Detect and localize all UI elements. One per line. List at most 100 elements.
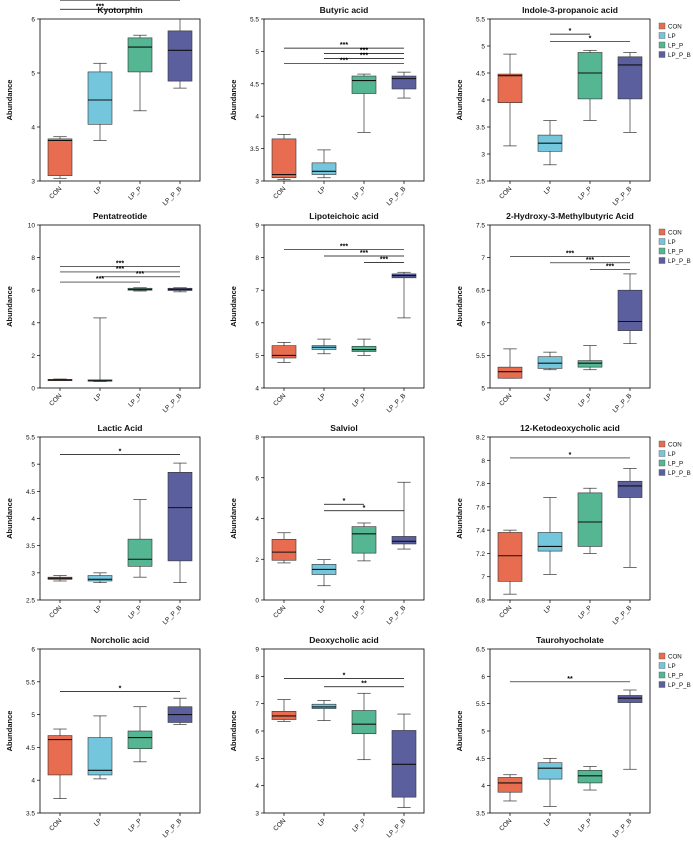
x-tick-label: CON bbox=[498, 185, 513, 200]
x-tick-label: CON bbox=[272, 604, 287, 619]
legend-label: LP_P_B bbox=[668, 470, 691, 477]
y-tick-label: 0 bbox=[255, 598, 259, 605]
box-lp bbox=[537, 757, 563, 807]
legend-label: LP bbox=[668, 33, 676, 40]
y-axis-label: Abundance bbox=[5, 286, 14, 327]
box-con bbox=[271, 532, 297, 564]
y-tick-label: 4 bbox=[255, 516, 259, 523]
x-tick-label: LP_P bbox=[351, 604, 367, 620]
significance-label: *** bbox=[360, 47, 368, 54]
x-tick-label: LP_P_B bbox=[612, 604, 634, 626]
x-tick-label: LP_P bbox=[127, 392, 143, 408]
x-tick-label: LP_P_B bbox=[162, 392, 184, 414]
chart-title: Lactic Acid bbox=[97, 423, 142, 433]
iqr-box bbox=[47, 735, 73, 776]
y-tick-label: 7.2 bbox=[476, 551, 485, 558]
y-axis-label: Abundance bbox=[229, 286, 238, 327]
box-lp bbox=[87, 715, 113, 780]
iqr-box bbox=[497, 532, 523, 582]
x-tick-label: CON bbox=[272, 392, 287, 407]
iqr-box bbox=[577, 52, 603, 100]
legend-swatch bbox=[658, 459, 666, 467]
y-tick-label: 2 bbox=[31, 353, 35, 360]
y-axis-label: Abundance bbox=[229, 711, 238, 752]
y-tick-label: 4 bbox=[255, 783, 259, 790]
box-lp bbox=[87, 317, 113, 382]
significance-label: * bbox=[119, 686, 122, 693]
legend-swatch bbox=[658, 469, 666, 476]
box-con bbox=[497, 774, 523, 802]
box-lp bbox=[311, 338, 337, 355]
box-con bbox=[271, 342, 297, 363]
y-tick-label: 4.5 bbox=[476, 71, 485, 78]
box-lp-p-b bbox=[167, 697, 193, 725]
significance-label: *** bbox=[606, 263, 614, 270]
iqr-box bbox=[351, 345, 377, 352]
legend: CON LP LP_P LP_P_B bbox=[658, 440, 691, 477]
iqr-box bbox=[577, 492, 603, 547]
box-lp bbox=[311, 700, 337, 721]
y-tick-label: 2 bbox=[255, 557, 259, 564]
x-tick-label: LP_P bbox=[351, 185, 367, 201]
y-tick-label: 5 bbox=[481, 44, 485, 51]
chart-panel-8: Salviol Abundance 0 2 4 6 8 CON LP LP_P LP_P_B * * bbox=[229, 423, 425, 626]
x-tick-label: LP_P bbox=[127, 604, 143, 620]
significance-label: *** bbox=[96, 276, 104, 283]
y-tick-label: 5 bbox=[481, 729, 485, 736]
box-lp-p-b bbox=[617, 468, 643, 568]
y-axis-label: Abundance bbox=[455, 286, 464, 327]
significance-label: *** bbox=[340, 243, 348, 250]
legend: CON LP LP_P LP_P_B bbox=[658, 652, 691, 689]
y-tick-label: 3 bbox=[255, 811, 259, 818]
chart-panel-9: 12-Ketodeoxycholic acid Abundance 6.8 7 7.2 7… bbox=[455, 423, 691, 626]
y-tick-label: 9 bbox=[255, 647, 259, 654]
chart-title: Salviol bbox=[330, 423, 357, 433]
y-tick-label: 7 bbox=[481, 574, 485, 581]
box-lp-p bbox=[577, 766, 603, 791]
y-tick-label: 6 bbox=[31, 288, 35, 295]
x-tick-label: LP bbox=[543, 392, 554, 403]
iqr-box bbox=[351, 75, 377, 94]
significance-label: * bbox=[363, 505, 366, 512]
y-tick-label: 4 bbox=[31, 320, 35, 327]
legend-swatch bbox=[658, 681, 666, 688]
y-tick-label: 5 bbox=[255, 756, 259, 763]
chart-panel-1: Kyotorphin Abundance 3 4 5 6 CON LP LP_P LP_P_B **… bbox=[5, 0, 201, 207]
y-tick-label: 6 bbox=[255, 729, 259, 736]
chart-title: 12-Ketodeoxycholic acid bbox=[520, 423, 620, 433]
legend-label: CON bbox=[668, 24, 682, 31]
x-tick-label: LP_P_B bbox=[612, 392, 634, 414]
significance-label: *** bbox=[136, 271, 144, 278]
box-lp bbox=[537, 497, 563, 575]
y-tick-label: 5.5 bbox=[476, 353, 485, 360]
y-tick-label: 0 bbox=[31, 386, 35, 393]
y-tick-label: 3.5 bbox=[26, 811, 35, 818]
significance-label: *** bbox=[340, 42, 348, 49]
y-tick-label: 4 bbox=[481, 98, 485, 105]
x-tick-label: LP bbox=[317, 185, 328, 196]
x-tick-label: LP_P bbox=[577, 392, 593, 408]
significance-label: *** bbox=[360, 250, 368, 257]
x-tick-label: LP_P bbox=[577, 817, 593, 833]
y-tick-label: 7.8 bbox=[476, 481, 485, 488]
legend-swatch bbox=[658, 228, 666, 236]
legend-swatch bbox=[658, 671, 666, 679]
y-tick-label: 7.5 bbox=[476, 223, 485, 230]
x-tick-label: LP_P_B bbox=[162, 604, 184, 626]
significance-label: *** bbox=[116, 261, 124, 268]
legend-label: LP bbox=[668, 239, 676, 246]
significance-label: * bbox=[119, 448, 122, 455]
x-tick-label: LP_P_B bbox=[386, 817, 408, 839]
plot-frame bbox=[263, 18, 425, 182]
x-tick-label: LP_P bbox=[351, 817, 367, 833]
iqr-box bbox=[617, 289, 643, 331]
y-tick-label: 8.2 bbox=[476, 435, 485, 442]
box-con bbox=[497, 53, 523, 147]
iqr-box bbox=[87, 737, 113, 776]
y-axis-label: Abundance bbox=[455, 80, 464, 121]
y-tick-label: 3 bbox=[31, 179, 35, 186]
chart-panel-5: Lipoteichoic acid Abundance 4 5 6 7 8 9 CON LP LP_… bbox=[229, 211, 425, 414]
y-tick-label: 3.5 bbox=[26, 543, 35, 550]
significance-label: *** bbox=[586, 257, 594, 264]
x-tick-label: LP_P_B bbox=[162, 817, 184, 839]
